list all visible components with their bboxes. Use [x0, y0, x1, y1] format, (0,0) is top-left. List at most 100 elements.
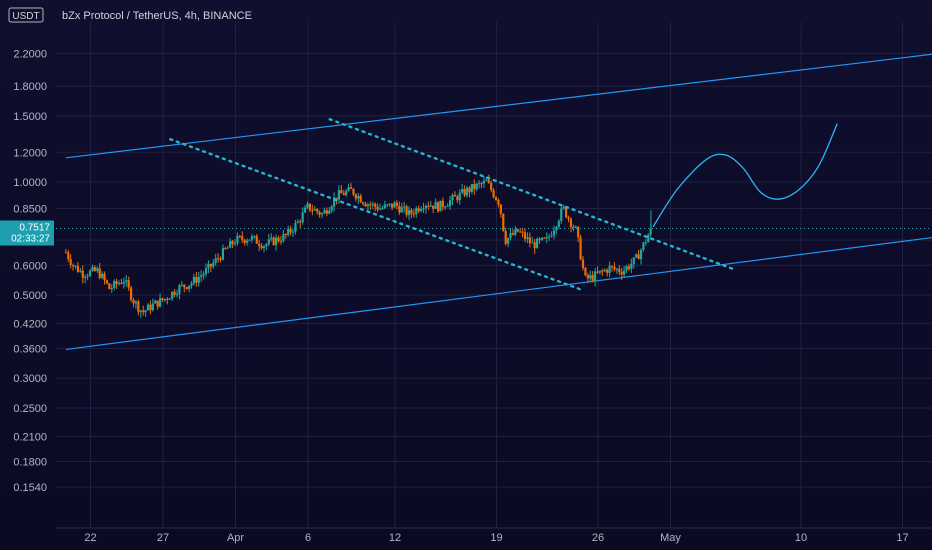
- candle-body: [393, 202, 396, 208]
- time-axis: 22 27 Apr 6 12 19 26 May 10 17: [84, 532, 908, 544]
- countdown-label: 02:33:27: [11, 234, 50, 245]
- candle-body: [371, 203, 374, 205]
- currency-badge-box[interactable]: [8, 7, 44, 23]
- candle-body: [420, 209, 423, 212]
- candle-body: [146, 304, 150, 311]
- candle-body: [67, 252, 70, 260]
- candle-body: [543, 237, 546, 239]
- x-tick-label: 10: [795, 532, 807, 544]
- candle-body: [219, 258, 222, 260]
- candle-body: [207, 263, 210, 269]
- candle-body: [316, 209, 319, 212]
- candle-body: [262, 246, 266, 249]
- candle-body: [465, 187, 469, 196]
- x-tick-label: May: [660, 532, 681, 544]
- y-tick-label: 1.5000: [13, 111, 47, 123]
- candle-body: [519, 231, 522, 233]
- y-tick-label: 0.1540: [13, 482, 47, 494]
- candle-body: [246, 240, 249, 243]
- candle-body: [536, 238, 539, 249]
- candle-body: [178, 285, 181, 294]
- candle-body: [507, 238, 510, 244]
- candle-body: [608, 265, 611, 273]
- candle-body: [526, 237, 529, 239]
- candle-body: [388, 203, 391, 205]
- candles: [64, 174, 652, 318]
- candle-body: [366, 204, 370, 207]
- candle-body: [151, 303, 154, 311]
- currency-badge[interactable]: USDT: [12, 11, 39, 22]
- dotted-lower-trendline: [169, 138, 585, 292]
- overlay-lines: [56, 118, 932, 292]
- price-axis: 2.20001.80001.50001.20001.00000.85000.70…: [13, 48, 47, 493]
- candle-body: [345, 191, 348, 196]
- candle-body: [137, 301, 140, 312]
- candle-body: [74, 265, 77, 267]
- candle-body: [444, 206, 447, 208]
- candle-body: [415, 208, 418, 215]
- y-tick-label: 2.2000: [13, 48, 47, 60]
- candle-body: [492, 190, 495, 198]
- candle-body: [586, 275, 589, 279]
- candle-body: [446, 205, 449, 207]
- candle-body: [494, 197, 498, 200]
- candle-body: [383, 204, 386, 209]
- candle-body: [436, 202, 440, 212]
- candle-body: [260, 245, 263, 249]
- candle-body: [192, 276, 196, 284]
- candle-body: [528, 237, 531, 244]
- y-tick-label: 0.6000: [13, 260, 47, 272]
- candle-body: [386, 204, 389, 206]
- candle-body: [584, 267, 587, 276]
- candle-body: [499, 204, 502, 214]
- candle-body: [516, 229, 519, 232]
- candle-body: [594, 271, 597, 281]
- candle-body: [98, 268, 101, 278]
- candle-body: [511, 233, 515, 235]
- chart-title: bZx Protocol / TetherUS, 4h, BINANCE: [62, 10, 252, 22]
- x-tick-label: 22: [84, 532, 96, 544]
- x-tick-label: 12: [389, 532, 401, 544]
- candle-body: [540, 237, 544, 240]
- price-label-box: [0, 220, 54, 246]
- candle-body: [159, 298, 162, 307]
- candle-body: [618, 268, 621, 273]
- candle-body: [163, 298, 167, 301]
- candle-body: [306, 203, 309, 208]
- candle-body: [238, 235, 241, 237]
- candle-body: [229, 241, 232, 248]
- candle-body: [369, 204, 372, 206]
- channel-lower-line: [65, 236, 932, 351]
- candle-body: [279, 241, 283, 243]
- candle-body: [509, 233, 512, 239]
- candle-body: [226, 247, 229, 249]
- candle-body: [422, 208, 425, 210]
- candle-body: [311, 210, 314, 212]
- candle-body: [552, 230, 556, 236]
- candle-body: [323, 210, 326, 214]
- candle-body: [200, 275, 203, 278]
- candle-body: [405, 206, 408, 216]
- candle-body: [577, 226, 580, 238]
- candle-body: [635, 254, 638, 258]
- candle-body: [185, 287, 188, 289]
- candle-body: [347, 187, 350, 192]
- candle-body: [596, 271, 599, 273]
- candle-body: [214, 258, 217, 263]
- candle-body: [579, 237, 582, 260]
- candle-body: [548, 236, 551, 238]
- candle-body: [427, 205, 430, 207]
- candle-body: [161, 298, 164, 301]
- candle-body: [91, 267, 94, 271]
- candle-body: [115, 281, 118, 285]
- candle-body: [620, 272, 623, 275]
- candle-body: [424, 205, 428, 209]
- candle-body: [531, 242, 534, 244]
- candle-body: [354, 194, 357, 199]
- x-tick-label: 19: [490, 532, 502, 544]
- x-tick-label: 17: [896, 532, 908, 544]
- candle-body: [125, 280, 128, 282]
- candle-body: [615, 268, 618, 270]
- candle-body: [197, 277, 200, 283]
